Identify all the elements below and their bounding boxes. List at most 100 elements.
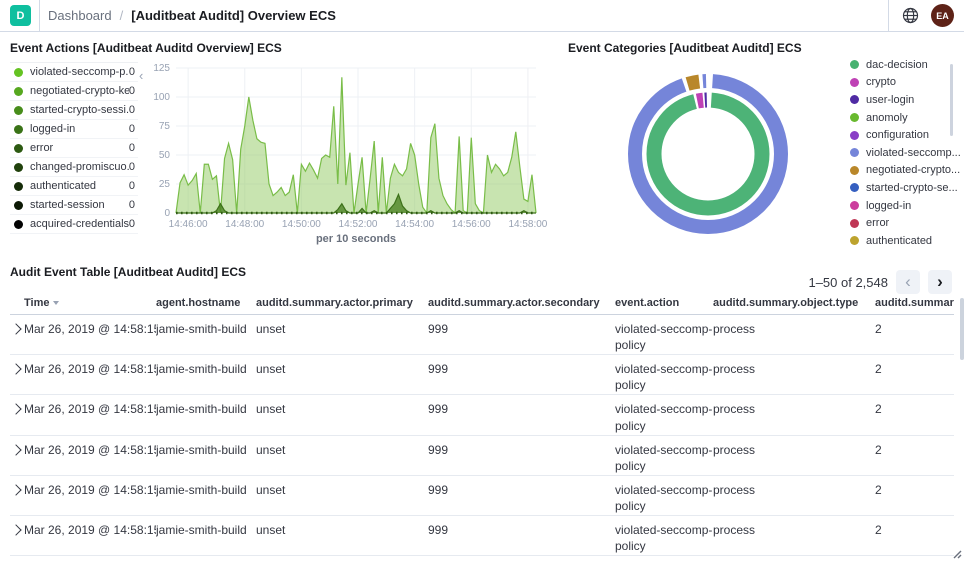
cell-summary: 2 [875, 522, 882, 537]
cell-actor-primary: unset [256, 482, 286, 497]
legend-item[interactable]: acquired-credentials 0 [10, 215, 138, 234]
legend-item[interactable]: logged-in [850, 197, 961, 215]
cell-time: Mar 26, 2019 @ 14:58:15.245 [24, 322, 156, 336]
row-expand-chevron-icon[interactable] [10, 524, 22, 536]
legend-item[interactable]: violated-seccomp... [850, 144, 961, 162]
event-categories-legend: dac-decision crypto user-login anomoly c… [850, 56, 961, 250]
legend-label: acquired-credentials [30, 218, 129, 230]
row-expand-chevron-icon[interactable] [10, 323, 22, 335]
cell-actor-secondary: 999 [428, 482, 449, 497]
legend-item[interactable]: error 0 [10, 139, 138, 158]
legend-label: dac-decision [866, 58, 928, 71]
legend-item[interactable]: configuration [850, 126, 961, 144]
table-header-row: Time agent.hostname auditd.summary.actor.p… [10, 297, 954, 315]
legend-value: 0 [128, 66, 135, 78]
column-header[interactable]: auditd.summary.actor.secondary [428, 297, 600, 309]
column-header[interactable]: auditd.summary [875, 297, 954, 309]
panel-resize-handle[interactable] [952, 549, 962, 559]
next-page-button[interactable]: › [928, 270, 952, 294]
cell-summary: 2 [875, 322, 882, 336]
legend-dot [14, 200, 23, 210]
column-header[interactable]: auditd.summary.actor.primary [256, 297, 413, 309]
column-header[interactable]: event.action [615, 297, 680, 309]
legend-dot [850, 95, 859, 105]
legend-dot [14, 105, 23, 115]
legend-item[interactable]: dac-decision [850, 56, 961, 74]
cell-hostname: jamie-smith-build [156, 522, 247, 537]
legend-label: error [866, 217, 890, 230]
cell-event-action: violated-seccomp-policy [615, 402, 713, 433]
cell-hostname: jamie-smith-build [156, 402, 247, 417]
legend-dot [850, 218, 859, 228]
legend-item[interactable]: logged-in 0 [10, 120, 138, 139]
legend-item[interactable]: started-crypto-se... [850, 179, 961, 197]
svg-text:125: 125 [153, 63, 170, 74]
legend-label: configuration [866, 129, 929, 142]
legend-item[interactable]: error [850, 214, 961, 232]
donut-slice-dac-decision[interactable] [646, 92, 770, 216]
prev-page-button[interactable]: ‹ [896, 270, 920, 294]
legend-item[interactable]: changed-promiscuo... 0 [10, 158, 138, 177]
cell-hostname: jamie-smith-build [156, 362, 247, 377]
legend-item[interactable]: negotiated-crypto... [850, 162, 961, 180]
cell-object-type: process [713, 442, 756, 457]
event-actions-chart[interactable]: 0 25 50 75 100 125 14:46:00 14:48:00 14:50:00 14:… [146, 58, 548, 248]
cell-event-action: violated-seccomp-policy [615, 322, 713, 353]
legend-label: started-session [30, 199, 105, 211]
svg-text:14:48:00: 14:48:00 [225, 219, 264, 230]
page-title: [Auditbeat Auditd] Overview ECS [131, 8, 336, 23]
event-categories-panel: Event Categories [Auditbeat Auditd] ECS … [556, 32, 964, 256]
row-expand-chevron-icon[interactable] [10, 484, 22, 496]
row-expand-chevron-icon[interactable] [10, 403, 22, 416]
legend-dot [850, 148, 859, 158]
cell-actor-secondary: 999 [428, 522, 449, 537]
user-avatar[interactable]: EA [931, 4, 954, 27]
cell-object-type: process [713, 482, 756, 497]
legend-dot [14, 124, 23, 134]
svg-text:14:50:00: 14:50:00 [282, 219, 321, 230]
breadcrumb-dashboard[interactable]: Dashboard [48, 8, 112, 23]
cell-hostname: jamie-smith-build [156, 482, 247, 497]
event-categories-donut[interactable] [626, 72, 790, 236]
legend-dot [850, 236, 859, 246]
legend-item[interactable]: negotiated-crypto-key 0 [10, 82, 138, 101]
column-header[interactable]: agent.hostname [156, 297, 241, 309]
legend-label: started-crypto-se... [866, 181, 958, 194]
legend-label: negotiated-crypto... [866, 164, 961, 177]
legend-collapse-icon[interactable]: ‹ [139, 68, 144, 83]
cell-event-action: violated-seccomp-policy [615, 482, 713, 513]
table-scrollbar[interactable] [960, 298, 964, 360]
cell-object-type: process [713, 402, 756, 417]
table-row: Mar 26, 2019 @ 14:58:15.245 jamie-smith-… [10, 516, 954, 557]
legend-item[interactable]: user-login [850, 91, 961, 109]
cell-event-action: violated-seccomp-policy [615, 522, 713, 554]
cell-object-type: process [713, 362, 756, 377]
legend-item[interactable]: crypto [850, 74, 961, 92]
column-header[interactable]: auditd.summary.object.type [713, 297, 859, 309]
legend-item[interactable]: started-crypto-sessi... 0 [10, 101, 138, 120]
legend-item[interactable]: authenticated [850, 232, 961, 250]
legend-scrollbar[interactable] [950, 64, 953, 136]
cell-actor-secondary: 999 [428, 442, 449, 457]
legend-label: error [30, 142, 54, 154]
event-categories-title: Event Categories [Auditbeat Auditd] ECS [568, 41, 802, 55]
globe-icon[interactable] [897, 3, 923, 29]
donut-slice-violated-seccomp-policy[interactable] [628, 74, 788, 234]
legend-value: 0 [128, 85, 135, 97]
legend-item[interactable]: started-session 0 [10, 196, 138, 215]
svg-text:14:58:00: 14:58:00 [508, 219, 547, 230]
audit-table-panel: Audit Event Table [Auditbeat Auditd] ECS… [0, 256, 964, 561]
row-expand-chevron-icon[interactable] [10, 443, 22, 456]
legend-dot [850, 183, 859, 193]
top-nav: D Dashboard / [Auditbeat Auditd] Overvie… [0, 0, 964, 32]
row-expand-chevron-icon[interactable] [10, 363, 22, 375]
legend-label: started-crypto-sessi... [30, 104, 129, 116]
legend-item[interactable]: authenticated 0 [10, 177, 138, 196]
pagination: 1–50 of 2,548 ‹ › [808, 270, 952, 294]
legend-label: violated-seccomp-p... [30, 66, 129, 78]
legend-item[interactable]: anomoly [850, 109, 961, 127]
column-header[interactable]: Time [24, 297, 156, 309]
app-logo[interactable]: D [10, 5, 31, 26]
breadcrumb-separator: / [119, 8, 124, 23]
legend-item[interactable]: violated-seccomp-p... 0 [10, 63, 138, 82]
